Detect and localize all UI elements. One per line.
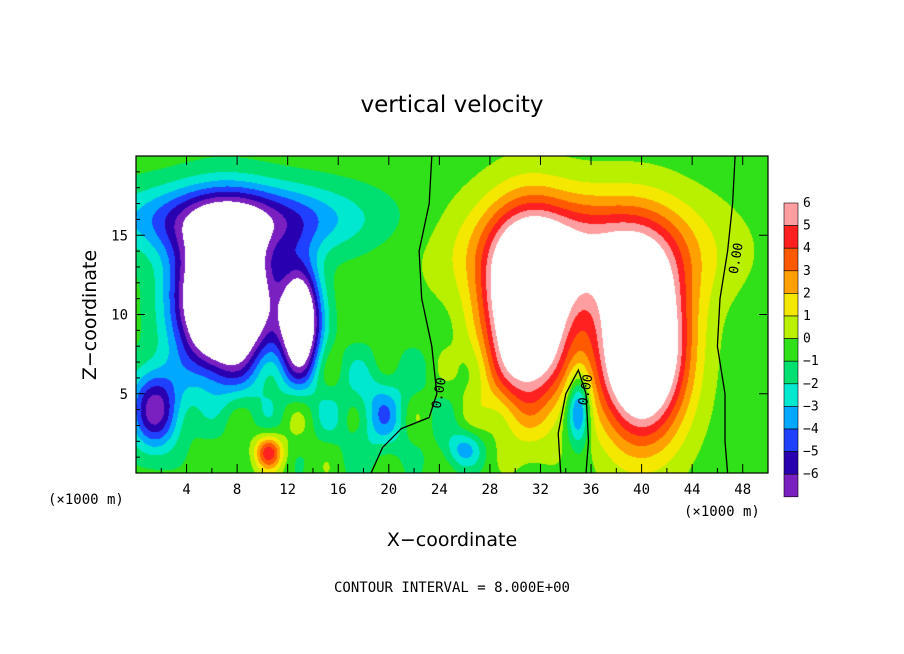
colorbar-label: 5: [803, 219, 811, 234]
colorbar-swatch: [783, 293, 799, 317]
contour-label: 0.00: [576, 373, 596, 406]
colorbar-label: −6: [803, 467, 819, 482]
x-axis-label: X−coordinate: [387, 529, 517, 551]
chart-title: vertical velocity: [361, 92, 544, 118]
x-tick-label: 4: [182, 482, 190, 498]
x-unit-left: (×1000 m): [48, 492, 124, 508]
x-tick-label: 40: [633, 482, 650, 498]
x-tick-label: 8: [233, 482, 241, 498]
colorbar-label: 2: [803, 286, 811, 301]
colorbar-label: −4: [803, 422, 819, 437]
x-tick-label: 36: [583, 482, 600, 498]
y-tick-label: 15: [111, 228, 128, 244]
zero-contour-line: [557, 368, 590, 474]
contour-interval-note: CONTOUR INTERVAL = 8.000E+00: [334, 580, 570, 596]
colorbar-swatch: [783, 428, 799, 452]
y-axis-ticks: 5 10 15: [111, 171, 768, 458]
x-unit-right: (×1000 m): [684, 504, 760, 520]
colorbar-swatch: [783, 270, 799, 294]
velocity-field: [136, 156, 768, 473]
x-tick-label: 28: [481, 482, 498, 498]
colorbar-swatch: [783, 315, 799, 339]
x-axis-ticks: 4 8 12 16 20 24 28 32 36 40 44 48: [160, 156, 751, 498]
colorbar-label: 0: [803, 332, 811, 347]
x-tick-label: 44: [684, 482, 701, 498]
colorbar-label: −2: [803, 377, 819, 392]
zero-contour-line: [370, 155, 438, 474]
x-tick-label: 12: [279, 482, 296, 498]
colorbar-swatch: [783, 451, 799, 475]
colorbar-swatch: [783, 202, 799, 226]
contour-label: 0.00: [430, 376, 450, 409]
y-tick-label: 5: [120, 387, 128, 403]
colorbar-label: 6: [803, 196, 811, 211]
colorbar-label: −5: [803, 445, 819, 460]
colorbar-swatch: [783, 338, 799, 362]
contour-label: 0.00: [727, 242, 747, 275]
x-tick-label: 20: [380, 482, 397, 498]
colorbar-label: −3: [803, 399, 819, 414]
colorbar-label: −1: [803, 354, 819, 369]
colorbar-swatch: [783, 360, 799, 385]
colorbar-label: 3: [803, 264, 811, 279]
colorbar-swatch: [783, 247, 799, 272]
colorbar-swatch: [783, 473, 799, 498]
zero-contours: 0.00 0.00 0.00: [370, 155, 747, 474]
y-axis-label: Z−coordinate: [79, 250, 101, 380]
x-tick-label: 16: [330, 482, 347, 498]
colorbar: 6 5 4 3 2 1 0 −1 −2 −3 −4 −5 −6: [783, 196, 819, 498]
x-tick-label: 32: [532, 482, 549, 498]
colorbar-swatch: [783, 406, 799, 430]
x-tick-label: 48: [734, 482, 751, 498]
zero-contour-line: [716, 155, 736, 474]
x-tick-label: 24: [431, 482, 448, 498]
y-tick-label: 10: [111, 308, 128, 324]
colorbar-label: 4: [803, 241, 811, 256]
velocity-raster: [136, 156, 768, 473]
colorbar-swatch: [783, 225, 799, 249]
colorbar-label: 1: [803, 309, 811, 324]
colorbar-swatch: [783, 383, 799, 407]
